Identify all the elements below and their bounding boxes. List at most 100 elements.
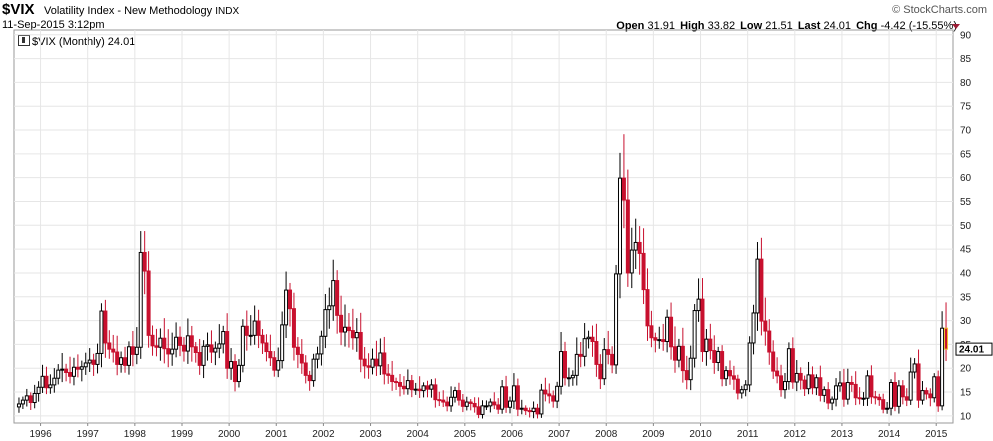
chart-date: 11-Sep-2015 3:12pm: [2, 19, 105, 31]
candle-body: [857, 397, 862, 400]
candle-body: [130, 346, 135, 355]
candle-body: [248, 334, 253, 337]
candle-body: [794, 372, 799, 383]
candle-body: [586, 336, 591, 340]
last-value: 24.01: [823, 20, 852, 32]
x-tick-label: 2015: [925, 429, 948, 440]
candle-body: [240, 325, 245, 366]
candle-body: [413, 388, 418, 391]
last-label: Last: [797, 20, 821, 32]
candle-body: [272, 357, 277, 371]
candle-body: [574, 353, 579, 376]
candle-body: [398, 382, 403, 387]
candle-body: [433, 384, 438, 401]
x-tick-label: 2003: [359, 429, 382, 440]
candle-body: [225, 331, 230, 369]
x-tick-label: 2009: [642, 429, 665, 440]
candle-body: [394, 381, 399, 384]
x-tick-label: 2004: [407, 429, 430, 440]
candle-body: [889, 382, 894, 409]
x-tick-label: 2006: [501, 429, 524, 440]
candle-body: [170, 348, 175, 355]
candle-body: [115, 351, 120, 365]
candle-body: [268, 351, 273, 359]
candle-body: [284, 289, 289, 326]
legend-label: $VIX (Monthly) 24.01: [32, 36, 136, 48]
candle-body: [146, 270, 151, 336]
candle-body: [354, 331, 359, 339]
x-tick-label: 1996: [29, 429, 52, 440]
candle-body: [299, 353, 304, 364]
candle-body: [331, 280, 336, 307]
candle-body: [107, 342, 112, 350]
x-tick-label: 2011: [737, 429, 759, 440]
candle-body: [504, 386, 509, 408]
candle-body: [429, 384, 434, 390]
candle-body: [551, 395, 556, 402]
candle-body: [775, 370, 780, 377]
last-price-text: 24.01: [959, 345, 984, 356]
candle-body: [201, 345, 206, 366]
candle-body: [559, 351, 564, 387]
candle-body: [288, 289, 293, 310]
candle-body: [386, 373, 391, 376]
candle-body: [739, 389, 744, 394]
candle-body: [87, 359, 92, 364]
candle-body: [841, 382, 846, 400]
candle-body: [197, 351, 202, 366]
candle-body: [822, 389, 827, 396]
candle-body: [40, 375, 45, 388]
y-tick-label: 15: [960, 388, 972, 399]
candle-body: [83, 362, 88, 368]
candle-body: [566, 377, 571, 380]
candle-body: [570, 374, 575, 379]
candle-body: [621, 177, 626, 201]
candle-body: [48, 384, 53, 389]
candle-body: [71, 366, 76, 377]
x-tick-label: 2000: [218, 429, 241, 440]
candle-body: [940, 327, 945, 407]
candle-body: [464, 401, 469, 407]
candle-body: [547, 393, 552, 397]
candle-body: [64, 368, 69, 374]
candle-body: [712, 350, 717, 364]
candle-body: [449, 396, 454, 407]
candle-body: [531, 407, 536, 413]
candle-body: [91, 359, 96, 365]
x-tick-label: 2007: [548, 429, 571, 440]
candle-body: [492, 401, 497, 406]
candle-body: [472, 402, 477, 408]
candle-body: [209, 344, 214, 353]
candle-body: [378, 352, 383, 367]
candle-body: [437, 399, 442, 402]
candle-body: [747, 342, 752, 386]
low-label: Low: [740, 20, 763, 32]
candle-body: [692, 310, 697, 359]
candle-body: [425, 385, 430, 390]
candle-body: [916, 363, 921, 401]
candle-body: [276, 360, 281, 371]
exchange-text: INDX: [215, 6, 240, 17]
candle-body: [213, 347, 218, 353]
candle-body: [892, 382, 897, 407]
candle-body: [134, 346, 139, 355]
candle-body: [818, 377, 823, 396]
y-tick-label: 50: [960, 221, 972, 232]
candle-body: [488, 401, 493, 407]
y-tick-label: 55: [960, 197, 972, 208]
candle-body: [496, 404, 501, 410]
candle-body: [236, 364, 241, 383]
candle-body: [932, 376, 937, 399]
x-tick-label: 2010: [689, 429, 712, 440]
candle-body: [802, 379, 807, 390]
candle-body: [798, 372, 803, 381]
x-axis: 1996 1997 1998 1999 2000 2001 2002 2003 2004 2005…: [29, 423, 948, 440]
candle-body: [119, 357, 124, 365]
candle-body: [779, 375, 784, 391]
candle-body: [680, 345, 685, 372]
x-tick-label: 1998: [124, 429, 147, 440]
candle-body: [511, 385, 516, 402]
candle-body: [625, 199, 630, 274]
candle-body: [315, 353, 320, 360]
